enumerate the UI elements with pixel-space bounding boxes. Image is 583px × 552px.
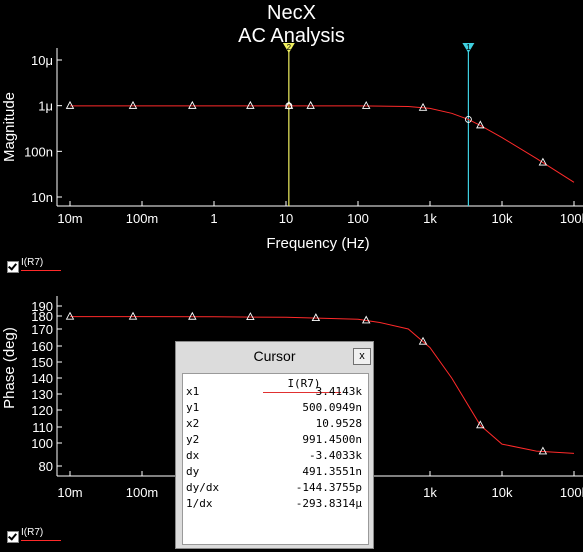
mag-x-tick-label: 1 bbox=[210, 211, 217, 226]
magnitude-plot: Magnitude Frequency (Hz) 10μ 1μ 100n 10n 10… bbox=[1, 43, 583, 252]
cursor-row-key: y1 bbox=[186, 401, 200, 414]
mag-y-tick-label: 100n bbox=[24, 144, 53, 159]
cursor-column-swatch bbox=[263, 392, 341, 393]
mag-x-tick-label: 100 bbox=[347, 211, 369, 226]
phase-y-tick-label: 160 bbox=[31, 339, 53, 354]
cursor-row-value: 991.4500n bbox=[302, 433, 362, 446]
cursor-row-1-dx: 1/dx -293.8314μ bbox=[183, 497, 368, 511]
phase-ylabel: Phase (deg) bbox=[1, 327, 18, 409]
cursor-handle-yellow[interactable] bbox=[282, 43, 295, 53]
cursor-row-key: dy/dx bbox=[186, 481, 220, 494]
phase-y-tick-label: 110 bbox=[32, 420, 53, 435]
cursor-row-y2: y2 991.4500n bbox=[183, 433, 368, 447]
cursor-row-key: dx bbox=[186, 449, 200, 462]
cursor-row-value: 500.0949n bbox=[302, 401, 362, 414]
mag-data-marker bbox=[188, 100, 197, 109]
phase-x-tick-label: 100k bbox=[560, 485, 583, 500]
close-button[interactable]: x bbox=[353, 348, 371, 365]
mag-data-marker bbox=[246, 100, 255, 109]
legend-checkbox-bottom[interactable] bbox=[7, 531, 19, 543]
phase-y-tick-label: 180 bbox=[31, 309, 53, 324]
phase-data-marker bbox=[65, 311, 75, 320]
mag-x-tick-label: 1k bbox=[423, 211, 437, 226]
phase-y-tick-label: 140 bbox=[31, 371, 53, 386]
cursor-row-value: -3.4033k bbox=[309, 449, 362, 462]
cursor-handle-label: 1 bbox=[466, 43, 471, 52]
mag-x-tick-label: 10k bbox=[492, 211, 513, 226]
cursor-row-dx: dx -3.4033k bbox=[183, 449, 368, 463]
phase-data-marker bbox=[246, 312, 255, 320]
phase-x-tick-label: 100m bbox=[126, 485, 159, 500]
phase-y-tick-label: 130 bbox=[31, 387, 53, 402]
cursor-row-key: dy bbox=[186, 465, 200, 478]
cursor-row-dy-dx: dy/dx -144.3755p bbox=[183, 481, 368, 495]
phase-x-tick-label: 10k bbox=[492, 485, 513, 500]
cursor-row-x2: x2 10.9528 bbox=[183, 417, 368, 431]
magnitude-series-line bbox=[70, 105, 575, 183]
phase-data-marker bbox=[311, 313, 321, 322]
mag-data-marker bbox=[476, 120, 485, 129]
phase-data-marker bbox=[128, 311, 138, 320]
phase-x-tick-label: 1k bbox=[423, 485, 437, 500]
cursor-handle-label: 2 bbox=[287, 43, 292, 52]
legend-label-top: I(R7) bbox=[21, 257, 44, 268]
mag-data-marker bbox=[65, 100, 75, 109]
phase-y-tick-label: 120 bbox=[31, 403, 53, 418]
mag-y-tick-label: 10μ bbox=[31, 53, 53, 68]
cursor-row-value: -144.3755p bbox=[295, 481, 362, 494]
cursor-intersection-marker bbox=[464, 115, 472, 123]
mag-x-tick-label: 100m bbox=[126, 211, 159, 226]
phase-plot: Phase (deg) 1901801701601501401301201101… bbox=[1, 296, 583, 500]
cursor-row-value: 10.9528 bbox=[315, 417, 362, 430]
phase-y-tick-label: 170 bbox=[31, 322, 53, 337]
mag-ylabel: Magnitude bbox=[1, 92, 18, 162]
cursor-row-key: x2 bbox=[186, 417, 200, 430]
cursor-row-value: -293.8314μ bbox=[295, 497, 362, 510]
mag-y-tick-label: 1μ bbox=[38, 99, 53, 114]
mag-data-marker bbox=[306, 100, 315, 109]
cursor-row-value: 491.3551n bbox=[302, 465, 362, 478]
phase-data-marker bbox=[361, 315, 371, 324]
cursor-row-dy: dy 491.3551n bbox=[183, 465, 368, 479]
chart-subtitle: AC Analysis bbox=[238, 25, 345, 47]
mag-x-tick-label: 10 bbox=[279, 211, 293, 226]
cursor-row-key: 1/dx bbox=[186, 497, 213, 510]
mag-x-tick-label: 100k bbox=[560, 211, 583, 226]
phase-data-marker bbox=[538, 446, 548, 455]
cursor-row-key: x1 bbox=[186, 385, 200, 398]
phase-x-tick-label: 10m bbox=[57, 485, 82, 500]
legend-label-bottom: I(R7) bbox=[21, 527, 44, 538]
legend-swatch-bottom bbox=[21, 540, 61, 541]
phase-data-marker bbox=[188, 311, 197, 320]
cursor-values-panel: I(R7) x1 3.4143k y1 500.0949n x2 10.9528 y2 991… bbox=[182, 373, 369, 545]
mag-data-marker bbox=[128, 100, 138, 109]
phase-y-tick-label: 150 bbox=[31, 355, 53, 370]
mag-data-marker bbox=[284, 100, 294, 109]
cursor-intersection-marker bbox=[285, 102, 293, 110]
mag-y-tick-label: 10n bbox=[31, 190, 53, 205]
chart-title: NecX bbox=[267, 2, 316, 24]
cursor-window[interactable]: Cursor x I(R7) x1 3.4143k y1 500.0949n x2 10.… bbox=[175, 341, 374, 549]
phase-series-line bbox=[70, 316, 575, 454]
cursor-row-x1: x1 3.4143k bbox=[183, 385, 368, 399]
phase-y-tick-label: 190 bbox=[31, 299, 53, 314]
phase-y-tick-label: 100 bbox=[31, 436, 53, 451]
cursor-column-header: I(R7) bbox=[287, 377, 321, 390]
legend-checkbox-top[interactable] bbox=[7, 261, 19, 273]
phase-y-tick-label: 80 bbox=[39, 459, 53, 474]
cursor-row-y1: y1 500.0949n bbox=[183, 401, 368, 415]
cursor-window-title: Cursor bbox=[253, 348, 296, 364]
mag-x-tick-label: 10m bbox=[57, 211, 82, 226]
cursor-row-key: y2 bbox=[186, 433, 200, 446]
cursor-row-value: 3.4143k bbox=[315, 385, 362, 398]
phase-data-marker bbox=[418, 336, 428, 345]
cursor-handle-cyan[interactable] bbox=[462, 43, 475, 53]
legend-swatch-top bbox=[21, 270, 61, 271]
phase-data-marker bbox=[476, 420, 485, 429]
mag-data-marker bbox=[538, 157, 548, 166]
mag-data-marker bbox=[418, 102, 428, 111]
mag-data-marker bbox=[361, 101, 371, 109]
mag-xlabel: Frequency (Hz) bbox=[266, 235, 369, 252]
